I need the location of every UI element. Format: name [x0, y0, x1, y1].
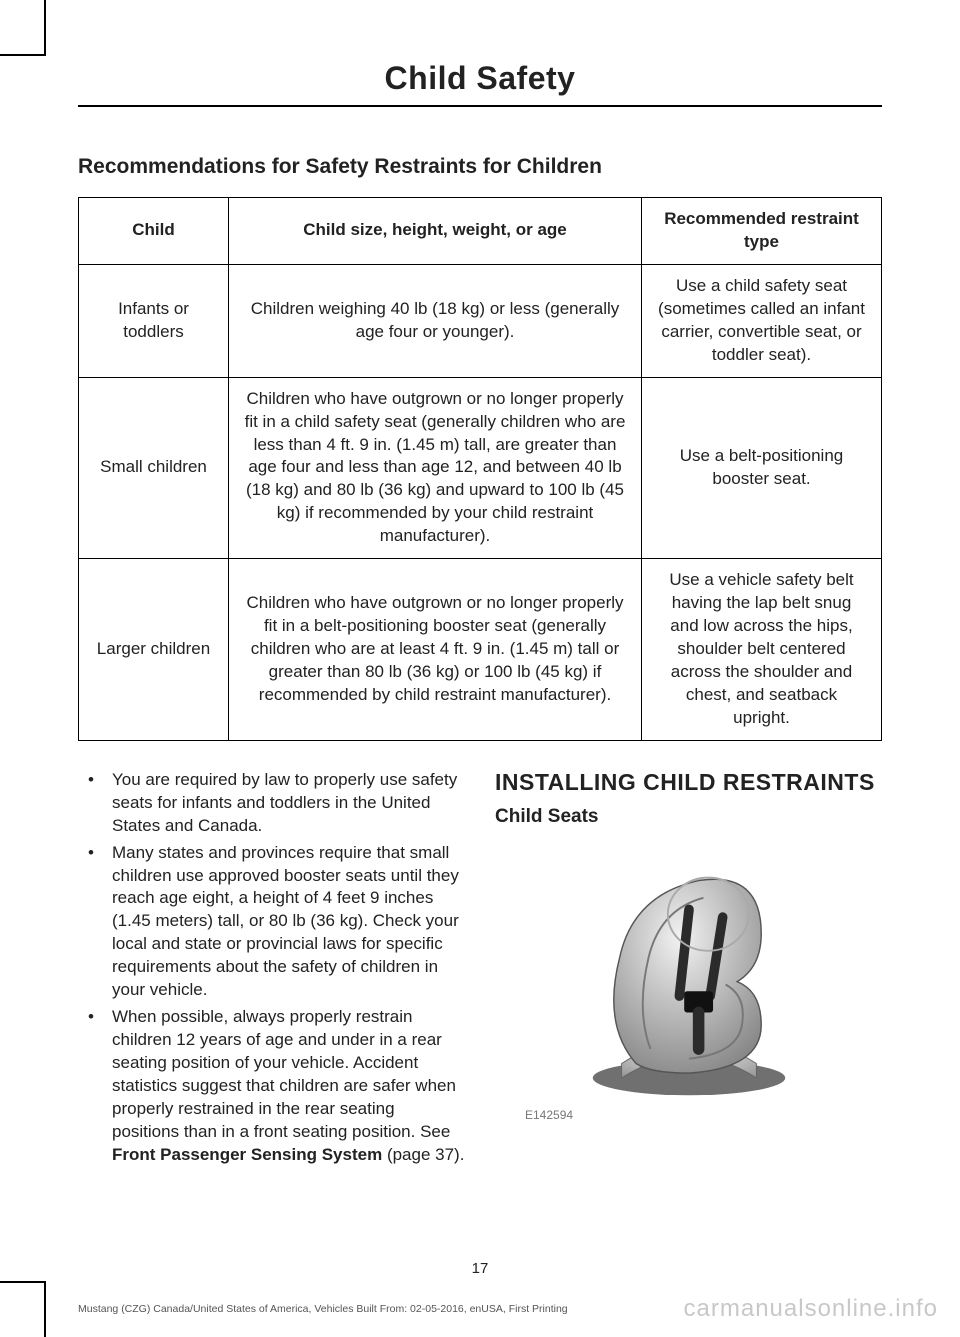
- table-row: Small children Children who have outgrow…: [79, 377, 882, 559]
- cell-rec: Use a child safety seat (sometimes calle…: [642, 264, 882, 377]
- cell-desc: Children who have outgrown or no longer …: [229, 559, 642, 741]
- bullet-text: When possible, always properly restrain …: [112, 1007, 456, 1141]
- figure-id: E142594: [525, 1108, 882, 1122]
- see-link: Front Passenger Sensing System: [112, 1145, 382, 1164]
- section-heading: Recommendations for Safety Restraints fo…: [78, 155, 882, 179]
- page-title: Child Safety: [78, 60, 882, 97]
- table-row: Infants or toddlers Children weighing 40…: [79, 264, 882, 377]
- list-item: When possible, always properly restrain …: [78, 1006, 465, 1167]
- list-item: Many states and provinces require that s…: [78, 842, 465, 1003]
- title-rule: [78, 105, 882, 107]
- cell-child: Infants or toddlers: [79, 264, 229, 377]
- see-page: (page 37).: [387, 1145, 465, 1164]
- cell-rec: Use a vehicle safety belt having the lap…: [642, 559, 882, 741]
- th-child: Child: [79, 198, 229, 265]
- child-seat-figure: [544, 842, 834, 1102]
- th-desc: Child size, height, weight, or age: [229, 198, 642, 265]
- cell-child: Small children: [79, 377, 229, 559]
- cell-child: Larger children: [79, 559, 229, 741]
- footer-left: Mustang (CZG) Canada/United States of Am…: [78, 1303, 568, 1315]
- page-number: 17: [0, 1260, 960, 1277]
- list-item: You are required by law to properly use …: [78, 769, 465, 838]
- right-column: INSTALLING CHILD RESTRAINTS Child Seats: [495, 769, 882, 1171]
- recommendations-table: Child Child size, height, weight, or age…: [78, 197, 882, 741]
- corner-mark-top-left: [0, 0, 46, 56]
- table-header-row: Child Child size, height, weight, or age…: [79, 198, 882, 265]
- bullet-list: You are required by law to properly use …: [78, 769, 465, 1167]
- corner-mark-bottom-left: [0, 1281, 46, 1337]
- right-subheading: Child Seats: [495, 806, 882, 828]
- cell-desc: Children who have outgrown or no longer …: [229, 377, 642, 559]
- cell-rec: Use a belt-positioning booster seat.: [642, 377, 882, 559]
- left-column: You are required by law to properly use …: [78, 769, 465, 1171]
- footer-right: carmanualsonline.info: [684, 1295, 938, 1323]
- table-row: Larger children Children who have outgro…: [79, 559, 882, 741]
- cell-desc: Children weighing 40 lb (18 kg) or less …: [229, 264, 642, 377]
- right-heading: INSTALLING CHILD RESTRAINTS: [495, 769, 882, 796]
- th-rec: Recommended restraint type: [642, 198, 882, 265]
